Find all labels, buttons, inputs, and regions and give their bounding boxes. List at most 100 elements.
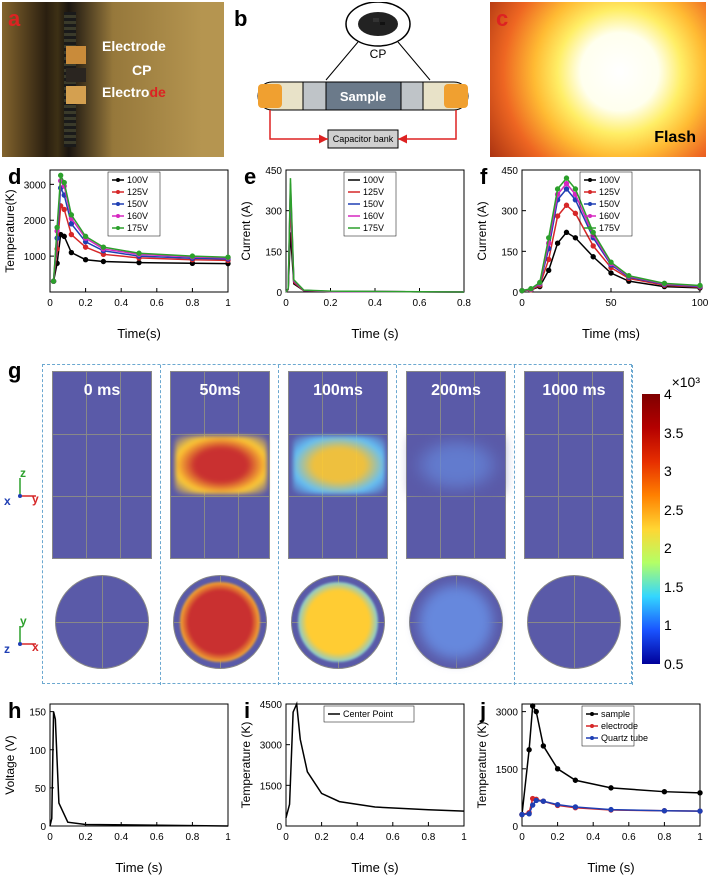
- svg-text:300: 300: [501, 207, 518, 218]
- svg-text:0.4: 0.4: [114, 832, 128, 843]
- svg-text:1000: 1000: [24, 252, 47, 263]
- svg-text:150: 150: [29, 708, 46, 719]
- svg-text:0.8: 0.8: [421, 832, 435, 843]
- annot-cp: CP: [132, 62, 151, 78]
- svg-text:1: 1: [461, 832, 467, 843]
- svg-text:0: 0: [47, 832, 53, 843]
- svg-text:sample: sample: [601, 709, 630, 719]
- svg-text:150V: 150V: [127, 199, 148, 209]
- panel-a: a Electrode CP Electrode: [2, 2, 224, 157]
- panel-c: c Flash: [490, 2, 706, 157]
- svg-text:0: 0: [276, 288, 282, 299]
- svg-text:450: 450: [501, 166, 518, 177]
- sim-grid: 0 ms 50ms 100ms: [42, 364, 632, 684]
- panel-d: d 10002000300000.20.40.60.81Temperature(…: [2, 160, 234, 348]
- svg-text:160V: 160V: [363, 211, 384, 221]
- colorbar-ticks: 43.532.521.510.5: [664, 394, 696, 664]
- svg-text:0.4: 0.4: [586, 832, 600, 843]
- svg-text:0: 0: [519, 832, 525, 843]
- annot-electrode-1: Electrode: [102, 38, 166, 54]
- svg-text:0.8: 0.8: [185, 832, 199, 843]
- svg-text:Time (s): Time (s): [115, 860, 162, 875]
- svg-text:0: 0: [512, 822, 518, 833]
- svg-text:3000: 3000: [260, 741, 283, 752]
- svg-text:1500: 1500: [260, 781, 283, 792]
- svg-text:0.8: 0.8: [457, 298, 471, 309]
- svg-text:0.2: 0.2: [315, 832, 329, 843]
- svg-text:0: 0: [512, 288, 518, 299]
- label-c: c: [496, 6, 508, 32]
- svg-text:0: 0: [283, 298, 289, 309]
- svg-text:1: 1: [225, 298, 231, 309]
- svg-text:Time(s): Time(s): [117, 326, 161, 341]
- label-d: d: [8, 164, 21, 190]
- svg-text:Temperature (K): Temperature (K): [239, 722, 253, 809]
- svg-text:1: 1: [225, 832, 231, 843]
- svg-text:0.6: 0.6: [622, 832, 636, 843]
- svg-text:Time (s): Time (s): [587, 860, 634, 875]
- svg-text:0.6: 0.6: [386, 832, 400, 843]
- svg-text:0.6: 0.6: [413, 298, 427, 309]
- svg-text:0: 0: [47, 298, 53, 309]
- svg-text:175V: 175V: [363, 223, 384, 233]
- svg-text:0.6: 0.6: [150, 298, 164, 309]
- svg-text:150V: 150V: [363, 199, 384, 209]
- label-f: f: [480, 164, 487, 190]
- svg-text:4500: 4500: [260, 700, 283, 711]
- svg-text:100V: 100V: [363, 175, 384, 185]
- colorbar: ×10³ 43.532.521.510.5: [642, 374, 700, 674]
- svg-text:175V: 175V: [599, 223, 620, 233]
- capbank-label: Capacitor bank: [333, 134, 394, 144]
- label-g: g: [8, 358, 21, 384]
- svg-text:125V: 125V: [363, 187, 384, 197]
- panel-b: b CP Sample Capacitor bank: [228, 2, 486, 157]
- chart-e: 0 150 300 450 0 0.2 0.4 0.6 0.8 Current (A) Time (…: [238, 160, 470, 348]
- label-a: a: [8, 6, 20, 32]
- svg-text:Current (A): Current (A): [475, 201, 489, 260]
- svg-text:150V: 150V: [599, 199, 620, 209]
- svg-text:160V: 160V: [127, 211, 148, 221]
- cp-label: CP: [370, 47, 387, 61]
- svg-text:Temperature(K): Temperature(K): [3, 189, 17, 272]
- svg-text:3000: 3000: [496, 708, 519, 719]
- svg-text:0: 0: [519, 298, 525, 309]
- svg-text:0.4: 0.4: [350, 832, 364, 843]
- svg-text:50: 50: [605, 298, 617, 309]
- label-i: i: [244, 698, 250, 724]
- svg-text:Center Point: Center Point: [343, 709, 394, 719]
- svg-text:160V: 160V: [599, 211, 620, 221]
- svg-text:300: 300: [265, 207, 282, 218]
- svg-text:Current (A): Current (A): [239, 201, 253, 260]
- svg-text:100V: 100V: [127, 175, 148, 185]
- label-e: e: [244, 164, 256, 190]
- svg-text:Time (s): Time (s): [351, 860, 398, 875]
- label-j: j: [480, 698, 486, 724]
- svg-text:125V: 125V: [127, 187, 148, 197]
- svg-text:0.4: 0.4: [368, 298, 382, 309]
- svg-text:Voltage (V): Voltage (V): [3, 735, 17, 794]
- svg-text:100: 100: [692, 298, 709, 309]
- svg-text:0.2: 0.2: [324, 298, 338, 309]
- svg-text:0.8: 0.8: [657, 832, 671, 843]
- svg-text:0: 0: [40, 822, 46, 833]
- svg-text:Sample: Sample: [340, 89, 386, 104]
- chart-d: 10002000300000.20.40.60.81Temperature(K)…: [2, 160, 234, 348]
- svg-text:Time (ms): Time (ms): [582, 326, 640, 341]
- chart-j: 01500300000.20.40.60.81Temperature (K)Ti…: [474, 694, 706, 882]
- svg-text:0.2: 0.2: [79, 298, 93, 309]
- svg-text:0: 0: [283, 832, 289, 843]
- svg-text:50: 50: [35, 784, 47, 795]
- svg-text:0.4: 0.4: [114, 298, 128, 309]
- svg-text:150: 150: [265, 247, 282, 258]
- svg-text:450: 450: [265, 166, 282, 177]
- svg-text:0.8: 0.8: [185, 298, 199, 309]
- svg-text:1: 1: [697, 832, 703, 843]
- chart-h: 05010015000.20.40.60.81Voltage (V)Time (…: [2, 694, 234, 882]
- svg-text:Quartz tube: Quartz tube: [601, 733, 648, 743]
- svg-text:3000: 3000: [24, 180, 47, 191]
- chart-i: 015003000450000.20.40.60.81Temperature (…: [238, 694, 470, 882]
- label-b: b: [234, 6, 247, 32]
- svg-text:175V: 175V: [127, 223, 148, 233]
- svg-text:Time (s): Time (s): [351, 326, 398, 341]
- panel-g: g 0 ms 50ms: [2, 354, 704, 689]
